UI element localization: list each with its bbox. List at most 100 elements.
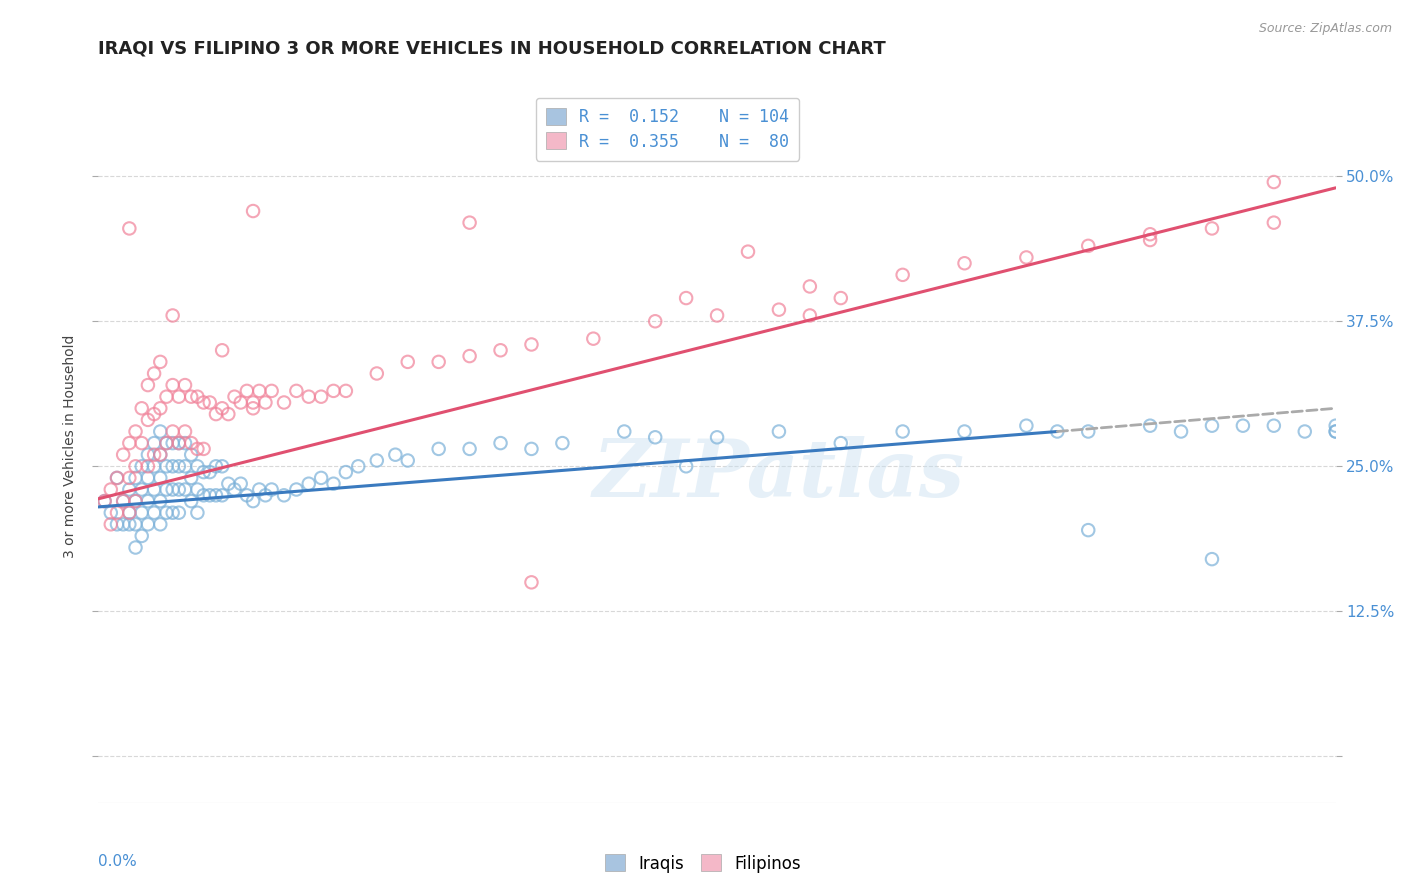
Point xyxy=(112,494,135,508)
Point xyxy=(174,483,197,497)
Point xyxy=(366,453,388,467)
Legend: R =  0.152    N = 104, R =  0.355    N =  80: R = 0.152 N = 104, R = 0.355 N = 80 xyxy=(536,97,799,161)
Point xyxy=(149,471,172,485)
Point xyxy=(100,517,122,532)
Point xyxy=(174,425,197,439)
Point xyxy=(118,471,141,485)
Point xyxy=(131,529,153,543)
Point xyxy=(254,488,277,502)
Point xyxy=(211,459,233,474)
Point xyxy=(186,459,208,474)
Point xyxy=(242,395,264,409)
Point xyxy=(1263,216,1285,230)
Point xyxy=(180,436,202,450)
Point xyxy=(136,471,159,485)
Point xyxy=(1139,233,1161,247)
Point xyxy=(136,459,159,474)
Point xyxy=(1046,425,1069,439)
Point xyxy=(131,436,153,450)
Point xyxy=(706,309,728,323)
Point xyxy=(143,506,166,520)
Point xyxy=(124,494,146,508)
Point xyxy=(384,448,406,462)
Point xyxy=(254,395,277,409)
Point xyxy=(211,488,233,502)
Point xyxy=(180,494,202,508)
Point xyxy=(1201,418,1223,433)
Point xyxy=(149,448,172,462)
Point xyxy=(217,476,239,491)
Point xyxy=(551,436,574,450)
Point xyxy=(1015,251,1038,265)
Point xyxy=(298,476,321,491)
Point xyxy=(260,483,283,497)
Point xyxy=(644,430,666,444)
Point xyxy=(149,401,172,416)
Point xyxy=(131,483,153,497)
Point xyxy=(1077,523,1099,537)
Point xyxy=(260,384,283,398)
Point xyxy=(229,476,252,491)
Point xyxy=(118,517,141,532)
Point xyxy=(118,221,141,235)
Point xyxy=(830,436,852,450)
Point xyxy=(149,494,172,508)
Point xyxy=(186,483,208,497)
Point xyxy=(100,506,122,520)
Point xyxy=(396,453,419,467)
Text: Source: ZipAtlas.com: Source: ZipAtlas.com xyxy=(1258,22,1392,36)
Point xyxy=(582,332,605,346)
Point xyxy=(143,436,166,450)
Point xyxy=(273,395,295,409)
Point xyxy=(458,216,481,230)
Point xyxy=(136,378,159,392)
Point xyxy=(131,401,153,416)
Point xyxy=(143,407,166,421)
Point xyxy=(675,459,697,474)
Point xyxy=(285,483,308,497)
Point xyxy=(768,425,790,439)
Y-axis label: 3 or more Vehicles in Household: 3 or more Vehicles in Household xyxy=(63,334,77,558)
Point xyxy=(131,459,153,474)
Point xyxy=(242,494,264,508)
Point xyxy=(162,459,184,474)
Point xyxy=(1324,425,1347,439)
Point xyxy=(105,517,128,532)
Point xyxy=(105,471,128,485)
Point xyxy=(205,488,228,502)
Point xyxy=(285,384,308,398)
Point xyxy=(167,459,190,474)
Point xyxy=(155,459,177,474)
Point xyxy=(613,425,636,439)
Point xyxy=(124,471,146,485)
Point xyxy=(155,436,177,450)
Point xyxy=(143,459,166,474)
Point xyxy=(167,506,190,520)
Point xyxy=(193,465,215,479)
Point xyxy=(224,483,246,497)
Point xyxy=(186,390,208,404)
Point xyxy=(242,204,264,219)
Point xyxy=(124,459,146,474)
Point xyxy=(396,355,419,369)
Point xyxy=(347,459,370,474)
Point xyxy=(162,483,184,497)
Point xyxy=(1201,221,1223,235)
Point xyxy=(891,425,914,439)
Point xyxy=(322,384,344,398)
Point xyxy=(180,390,202,404)
Point xyxy=(162,436,184,450)
Point xyxy=(273,488,295,502)
Point xyxy=(520,442,543,456)
Point xyxy=(162,425,184,439)
Point xyxy=(93,494,115,508)
Point xyxy=(644,314,666,328)
Point xyxy=(335,384,357,398)
Point xyxy=(155,506,177,520)
Point xyxy=(953,425,976,439)
Point xyxy=(105,506,128,520)
Point xyxy=(799,279,821,293)
Point xyxy=(242,401,264,416)
Point xyxy=(366,367,388,381)
Text: IRAQI VS FILIPINO 3 OR MORE VEHICLES IN HOUSEHOLD CORRELATION CHART: IRAQI VS FILIPINO 3 OR MORE VEHICLES IN … xyxy=(98,40,886,58)
